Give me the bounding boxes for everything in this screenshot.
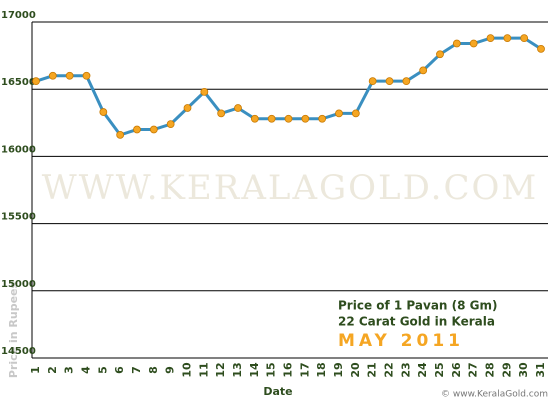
marker: [419, 66, 428, 75]
y-tick-label: 16500: [1, 77, 36, 88]
marker: [537, 44, 545, 53]
x-tick-label: 20: [349, 362, 362, 378]
y-tick-label: 17000: [1, 10, 36, 21]
marker: [133, 125, 141, 134]
x-tick-label: 4: [80, 366, 93, 374]
marker: [520, 34, 529, 43]
x-tick-label: 14: [248, 362, 261, 378]
marker: [250, 114, 259, 123]
x-tick-label: 31: [534, 362, 547, 377]
x-tick-label: 18: [315, 362, 328, 377]
x-tick-label: 30: [517, 362, 530, 378]
marker: [385, 77, 394, 86]
marker: [436, 50, 444, 59]
x-tick-label: 22: [383, 362, 396, 377]
x-tick-label: 1: [29, 366, 42, 374]
marker: [48, 71, 57, 80]
x-tick-label: 24: [416, 362, 429, 378]
marker: [368, 77, 377, 86]
marker: [149, 125, 158, 134]
x-tick-label: 17: [298, 362, 311, 377]
marker: [318, 114, 327, 123]
x-tick-label: 29: [500, 362, 513, 377]
marker: [402, 77, 411, 86]
marker: [116, 130, 125, 139]
x-tick-label: 13: [231, 362, 244, 377]
marker: [32, 77, 40, 86]
x-tick-label: 9: [164, 366, 177, 374]
annotation: MAY 2011: [338, 331, 464, 351]
x-tick-label: 11: [197, 362, 210, 377]
y-tick-label: 16000: [1, 144, 36, 155]
footer: © www.KeralaGold.com: [441, 390, 548, 400]
x-tick-label: 21: [366, 362, 379, 377]
marker: [65, 71, 74, 80]
marker: [486, 34, 495, 43]
marker: [166, 120, 175, 129]
x-tick-label: 5: [96, 366, 109, 374]
x-tick-label: 15: [265, 362, 278, 377]
watermark: WWW.KERALAGOLD.COM: [42, 168, 538, 208]
x-axis-label: Date: [263, 385, 292, 398]
marker: [351, 109, 360, 118]
annotation: Price of 1 Pavan (8 Gm): [338, 299, 498, 313]
marker: [200, 87, 209, 96]
x-tick-label: 8: [147, 366, 160, 374]
y-tick-label: 15000: [1, 279, 36, 290]
x-tick-label: 19: [332, 362, 345, 377]
marker: [284, 114, 293, 123]
marker: [183, 104, 192, 112]
y-axis-label: Price in Rupees: [7, 281, 20, 378]
x-tick-label: 7: [130, 366, 143, 374]
y-tick-label: 14500: [1, 346, 36, 357]
x-tick-label: 2: [46, 366, 59, 374]
x-tick-label: 25: [433, 362, 446, 377]
x-tick-label: 3: [63, 366, 76, 374]
marker: [452, 39, 461, 48]
marker: [469, 39, 478, 48]
marker: [99, 108, 108, 116]
marker: [503, 34, 512, 43]
x-tick-label: 10: [181, 362, 194, 378]
x-tick-label: 6: [113, 366, 126, 374]
marker: [82, 71, 91, 80]
x-tick-label: 28: [484, 362, 497, 377]
marker: [267, 114, 276, 123]
marker: [335, 109, 343, 118]
x-tick-label: 12: [214, 362, 227, 377]
x-tick-label: 27: [467, 362, 480, 377]
marker: [234, 104, 242, 112]
marker: [217, 109, 226, 118]
annotation: 22 Carat Gold in Kerala: [338, 315, 495, 329]
y-tick-label: 15500: [1, 212, 36, 223]
x-tick-label: 23: [399, 362, 412, 377]
marker: [301, 114, 310, 123]
x-tick-label: 26: [450, 362, 463, 378]
x-tick-label: 16: [282, 362, 295, 378]
